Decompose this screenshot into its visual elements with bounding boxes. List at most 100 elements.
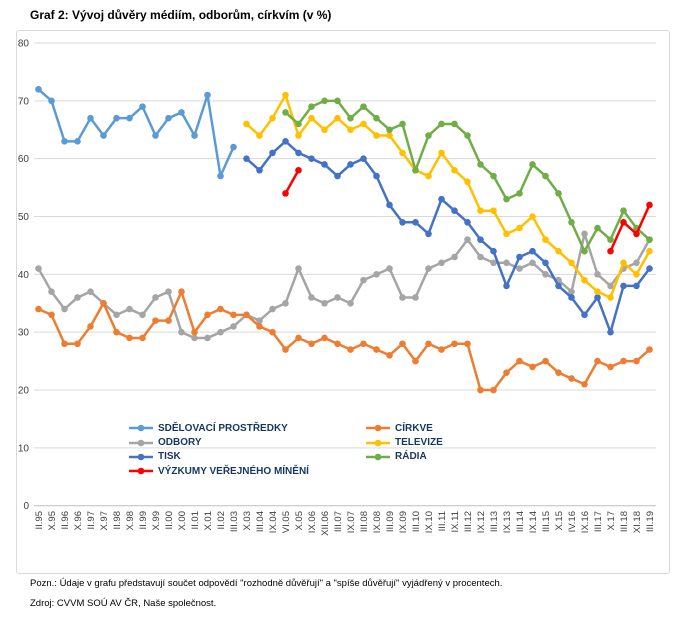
data-point-televize bbox=[334, 114, 341, 122]
y-tick-label: 50 bbox=[18, 212, 30, 223]
data-point-r-dia bbox=[490, 172, 497, 180]
x-tick-label: III.13 bbox=[489, 511, 500, 532]
legend-swatch-c-rkve bbox=[366, 424, 390, 432]
x-tick-label: III.19 bbox=[645, 511, 656, 532]
data-point-odbory bbox=[529, 259, 536, 267]
data-point-c-rkve bbox=[503, 369, 510, 376]
data-point-televize bbox=[269, 114, 276, 122]
data-point-odbory bbox=[308, 294, 315, 301]
data-point-televize bbox=[503, 230, 510, 238]
legend-item-r-dia: RÁDIA bbox=[365, 450, 443, 464]
data-point-c-rkve bbox=[438, 346, 445, 353]
data-point-r-dia bbox=[542, 172, 549, 180]
legend-swatch-televize bbox=[366, 439, 390, 446]
data-point-r-dia bbox=[568, 218, 575, 226]
data-point-televize bbox=[607, 294, 614, 301]
data-point-c-rkve bbox=[542, 357, 549, 365]
x-tick-label: III.12 bbox=[463, 511, 474, 532]
data-point-tisk bbox=[451, 207, 458, 215]
x-tick-label: X.97 bbox=[99, 511, 110, 531]
data-point-sd-lovac-prost-edky bbox=[74, 138, 81, 145]
data-point-sd-lovac-prost-edky bbox=[230, 143, 237, 151]
data-point-c-rkve bbox=[529, 363, 536, 371]
data-point-c-rkve bbox=[646, 346, 653, 353]
data-point-odbory bbox=[74, 294, 81, 301]
data-point-c-rkve bbox=[113, 328, 120, 336]
data-point-odbory bbox=[35, 265, 42, 272]
data-point-c-rkve bbox=[347, 346, 354, 353]
data-point-televize bbox=[529, 213, 536, 220]
data-point-c-rkve bbox=[594, 357, 601, 365]
data-point-odbory bbox=[191, 334, 198, 342]
data-point-odbory bbox=[48, 288, 55, 295]
data-point-r-dia bbox=[308, 103, 315, 110]
x-tick-label: IX.13 bbox=[502, 511, 513, 533]
data-point-sd-lovac-prost-edky bbox=[178, 109, 185, 116]
data-point-c-rkve bbox=[126, 334, 133, 342]
data-point-tisk bbox=[386, 201, 393, 209]
data-point-odbory bbox=[230, 323, 237, 330]
data-point-v-zkumy-ve-ejn-ho-m-n-n- bbox=[620, 218, 627, 226]
series-line-sd-lovac-prost-edky bbox=[37, 88, 235, 178]
legend-item-televize: TELEVIZE bbox=[365, 435, 443, 449]
data-point-tisk bbox=[360, 155, 367, 162]
x-tick-label: XI.18 bbox=[632, 511, 643, 533]
data-point-odbory bbox=[594, 271, 601, 278]
data-point-odbory bbox=[113, 311, 120, 319]
data-point-odbory bbox=[438, 259, 445, 267]
data-point-c-rkve bbox=[230, 311, 237, 319]
legend-label-televize: TELEVIZE bbox=[395, 437, 443, 449]
x-tick-label: IX.08 bbox=[372, 511, 383, 533]
x-tick-label: III.09 bbox=[385, 511, 396, 532]
data-point-odbory bbox=[399, 294, 406, 301]
data-point-odbory bbox=[516, 265, 523, 272]
data-point-televize bbox=[620, 259, 627, 267]
data-point-odbory bbox=[360, 276, 367, 284]
x-tick-label: IX.16 bbox=[580, 511, 591, 533]
data-point-c-rkve bbox=[516, 357, 523, 365]
data-point-c-rkve bbox=[633, 357, 640, 365]
data-point-televize bbox=[360, 120, 367, 128]
data-point-odbory bbox=[412, 294, 419, 301]
x-tick-label: X.98 bbox=[125, 511, 136, 531]
data-point-televize bbox=[256, 132, 263, 139]
data-point-tisk bbox=[256, 166, 263, 174]
data-point-c-rkve bbox=[74, 340, 81, 348]
data-point-odbory bbox=[425, 265, 432, 272]
data-point-tisk bbox=[321, 161, 328, 168]
y-tick-label: 80 bbox=[18, 38, 30, 49]
data-point-r-dia bbox=[555, 190, 562, 197]
data-point-v-zkumy-ve-ejn-ho-m-n-n- bbox=[633, 230, 640, 238]
data-point-odbory bbox=[386, 265, 393, 272]
y-axis-tick-labels: 0 10 20 30 40 50 60 70 80 bbox=[18, 38, 30, 512]
x-tick-label: II.01 bbox=[190, 511, 201, 530]
data-point-tisk bbox=[477, 236, 484, 243]
data-point-odbory bbox=[373, 271, 380, 278]
data-point-tisk bbox=[594, 294, 601, 301]
data-point-sd-lovac-prost-edky bbox=[204, 91, 211, 99]
data-point-odbory bbox=[165, 288, 172, 295]
data-point-c-rkve bbox=[451, 340, 458, 348]
x-tick-label: X.05 bbox=[294, 511, 305, 531]
data-point-tisk bbox=[347, 161, 354, 168]
data-point-r-dia bbox=[295, 120, 302, 128]
note-zdroj: Zdroj: CVVM SOÚ AV ČR, Naše společnost. bbox=[30, 598, 217, 609]
data-point-televize bbox=[490, 207, 497, 215]
legend-swatch-r-dia bbox=[366, 453, 390, 461]
series-v-zkumy-ve-ejn-ho-m-n-n- bbox=[282, 166, 653, 255]
data-point-c-rkve bbox=[360, 340, 367, 348]
legend-item-v-zkumy-ve-ejn-ho-m-n-n-: VÝZKUMY VEŘEJNÉHO MÍNĚNÍ bbox=[128, 464, 309, 478]
data-point-r-dia bbox=[334, 97, 341, 105]
data-point-c-rkve bbox=[295, 334, 302, 342]
x-tick-label: III.17 bbox=[593, 511, 604, 532]
data-point-sd-lovac-prost-edky bbox=[126, 114, 133, 122]
x-tick-label: X.95 bbox=[47, 511, 58, 531]
data-point-r-dia bbox=[503, 195, 510, 203]
series-line-tisk bbox=[245, 140, 651, 334]
data-point-v-zkumy-ve-ejn-ho-m-n-n- bbox=[295, 166, 302, 174]
legend-swatch-marker bbox=[137, 468, 145, 475]
data-point-tisk bbox=[373, 172, 380, 180]
legend-swatch-marker bbox=[374, 439, 382, 446]
data-point-c-rkve bbox=[334, 340, 341, 348]
x-tick-label: II.95 bbox=[34, 511, 45, 530]
